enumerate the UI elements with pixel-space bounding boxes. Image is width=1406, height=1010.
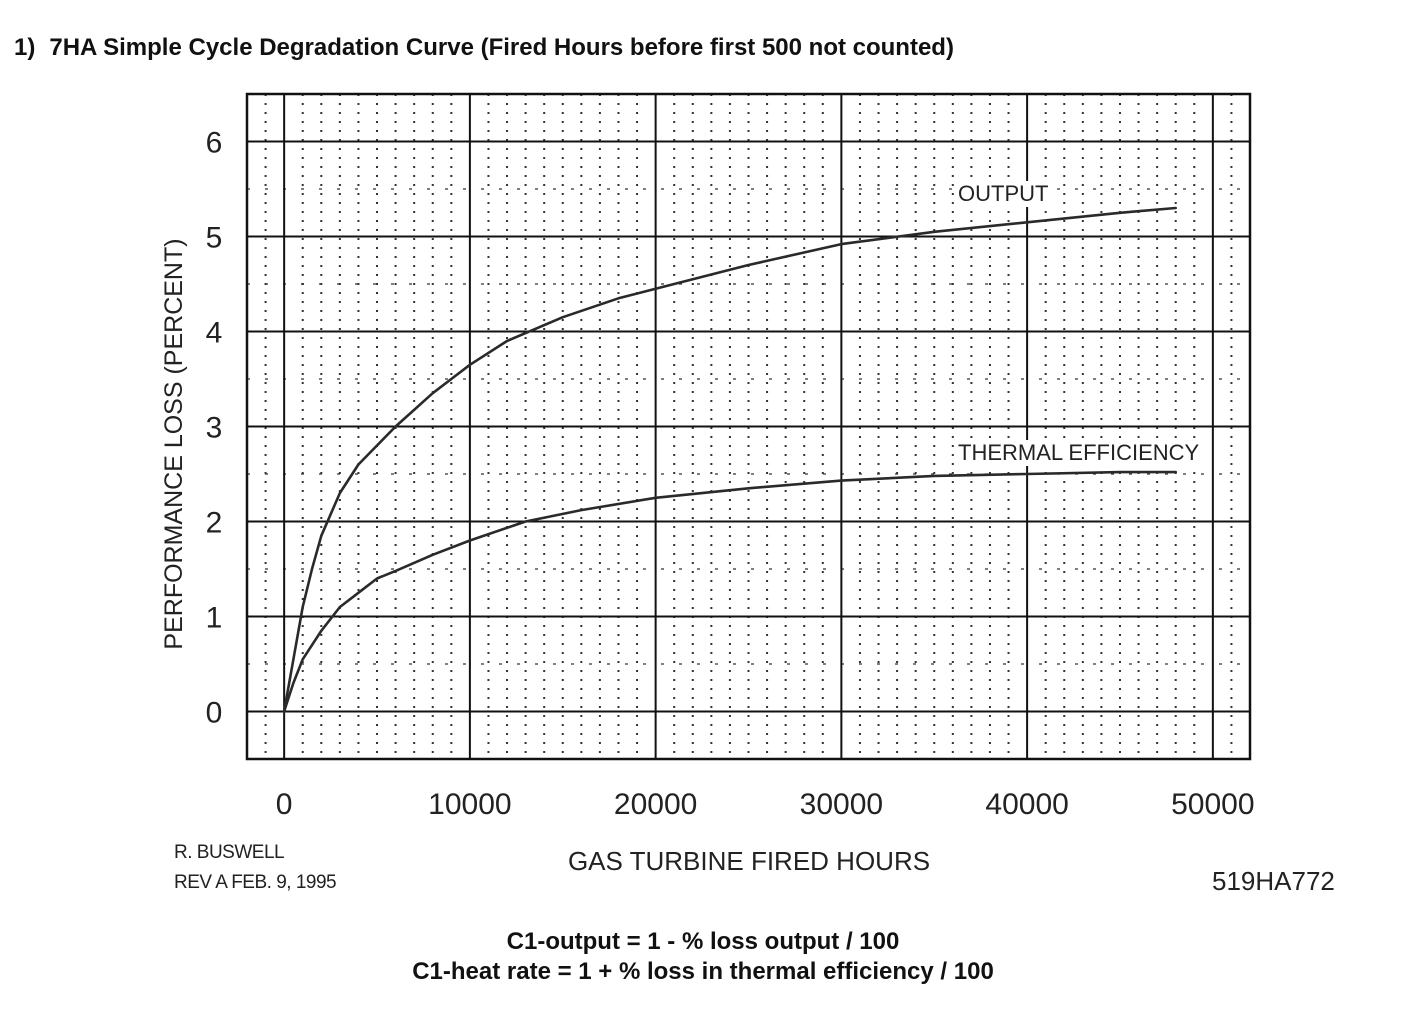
x-tick-label: 0: [276, 788, 293, 821]
author-credit: R. BUSWELL: [174, 842, 285, 863]
chart-series: [282, 206, 1177, 713]
series-label-background: [956, 181, 1051, 207]
x-axis-title: GAS TURBINE FIRED HOURS: [568, 846, 930, 876]
x-tick-label: 20000: [614, 788, 697, 821]
plot-frame: [245, 92, 1252, 761]
y-tick-label: 4: [206, 317, 223, 350]
series-label-output: OUTPUT: [958, 181, 1048, 206]
series-line-thermal-efficiency: [282, 470, 1177, 713]
y-tick-label: 5: [206, 222, 223, 255]
y-tick-label: 0: [206, 697, 223, 730]
y-tick-label: 6: [206, 127, 223, 160]
y-tick-label: 3: [206, 412, 223, 445]
revision-credit: REV A FEB. 9, 1995: [174, 872, 337, 893]
chart-labels: OUTPUT THERMAL EFFICIENCY GAS TURBINE FIRE…: [160, 181, 1202, 876]
chart-grid: [245, 92, 1252, 761]
heading-number: 1): [14, 34, 36, 61]
drawing-number: 519HA772: [1212, 866, 1335, 896]
page-heading: 1) 7HA Simple Cycle Degradation Curve (Fi…: [14, 34, 954, 62]
x-tick-label: 40000: [985, 788, 1068, 821]
y-axis-title: PERFORMANCE LOSS (PERCENT): [160, 238, 188, 649]
heading-title: 7HA Simple Cycle Degradation Curve (Fire…: [49, 34, 954, 61]
series-line-output: [282, 206, 1177, 713]
series-label-thermal-efficiency: THERMAL EFFICIENCY: [958, 440, 1200, 465]
x-tick-label: 10000: [428, 788, 511, 821]
chart-ticks: 0 10000 20000 30000 40000 50000 0 1 2 3 4 5 6: [206, 127, 1255, 822]
formula-heat-rate: C1-heat rate = 1 + % loss in thermal eff…: [412, 958, 994, 985]
y-tick-label: 1: [206, 602, 223, 635]
x-tick-label: 30000: [800, 788, 883, 821]
y-tick-label: 2: [206, 507, 223, 540]
series-label-background: [956, 440, 1202, 466]
x-tick-label: 50000: [1171, 788, 1254, 821]
formula-output: C1-output = 1 - % loss output / 100: [506, 928, 900, 955]
